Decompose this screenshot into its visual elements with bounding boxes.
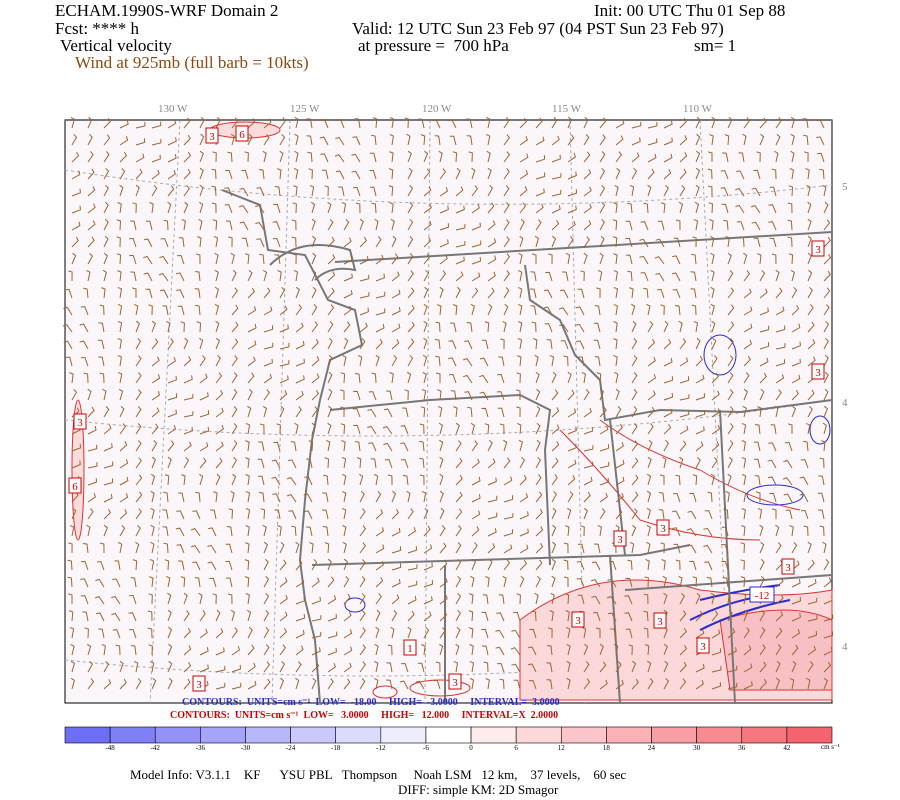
contour-label: 6 bbox=[239, 129, 245, 141]
colorbar-cell bbox=[380, 726, 427, 744]
valid-time: Valid: 12 UTC Sun 23 Feb 97 (04 PST Sun … bbox=[352, 19, 724, 38]
title: ECHAM.1990S-WRF Domain 2 bbox=[55, 1, 278, 20]
contour-label: 3 bbox=[815, 367, 821, 379]
colorbar-cell bbox=[335, 726, 382, 744]
colorbar-cell bbox=[290, 726, 337, 744]
longitude-label: 120 W bbox=[422, 103, 452, 115]
longitude-label: 110 W bbox=[683, 103, 713, 115]
wind-barbs bbox=[62, 116, 834, 690]
contour-label-box bbox=[571, 611, 585, 628]
contour-label: 3 bbox=[657, 616, 663, 628]
colorbar-tick-label: -12 bbox=[376, 744, 386, 752]
contour-label: 3 bbox=[196, 679, 202, 691]
pressure-level: at pressure = 700 hPa bbox=[358, 36, 509, 55]
contour-label-box bbox=[448, 673, 462, 690]
colorbar-tick-label: 42 bbox=[783, 744, 791, 752]
contour-label: 3 bbox=[700, 641, 706, 653]
contour-label-box bbox=[613, 530, 627, 547]
field: Vertical velocity bbox=[60, 36, 172, 55]
negative-contour-info: CONTOURS: UNITS=cm s⁻¹ LOW= -18.00 HIGH=… bbox=[182, 697, 560, 708]
colorbar-cell bbox=[200, 726, 246, 744]
colorbar-cell bbox=[696, 726, 743, 744]
contour-label: 1 bbox=[407, 643, 413, 655]
colorbar-cell bbox=[741, 726, 788, 744]
colorbar-cell bbox=[515, 726, 562, 744]
contour-labels: 3 6 3 3 6 3 3 3 -12 3 3 1 3 3 3 3 bbox=[68, 125, 825, 692]
colorbar-tick-label: -24 bbox=[286, 744, 296, 752]
model-info: Model Info: V3.1.1 KF YSU PBL Thompson N… bbox=[130, 767, 626, 782]
longitude-label: 125 W bbox=[290, 103, 320, 115]
colorbar: -48 -42 -36 -30 -24 -18 -12 -6 0 6 12 18 24 30 36 42 bbox=[64, 726, 833, 752]
contour-label: 3 bbox=[785, 562, 791, 574]
positive-contour-info: CONTOURS: UNITS=cm s⁻¹ LOW= 3.0000 HIGH=… bbox=[170, 710, 558, 721]
contour-label: 3 bbox=[660, 523, 666, 535]
contour-areas bbox=[71, 121, 833, 701]
latitude-label: 4 bbox=[842, 397, 848, 409]
colorbar-cell bbox=[606, 726, 652, 744]
longitude-label: 130 W bbox=[158, 103, 188, 115]
contour-label-box bbox=[781, 558, 795, 575]
wind-note: Wind at 925mb (full barb = 10kts) bbox=[75, 53, 309, 72]
colorbar-tick-label: 6 bbox=[514, 744, 518, 752]
contour-label-box bbox=[811, 363, 825, 380]
colorbar-tick-label: -18 bbox=[331, 744, 341, 752]
longitude-label: 115 W bbox=[552, 103, 582, 115]
colorbar-tick-label: 24 bbox=[648, 744, 656, 752]
contour-label: 3 bbox=[452, 677, 458, 689]
colorbar-tick-label: 36 bbox=[738, 744, 746, 752]
colorbar-cell bbox=[245, 726, 291, 744]
colorbar-cell bbox=[154, 726, 201, 744]
colorbar-tick-label: -36 bbox=[196, 744, 206, 752]
colorbar-tick-label: -48 bbox=[105, 744, 115, 752]
contour-label: 3 bbox=[575, 615, 581, 627]
contour-label-box bbox=[811, 240, 825, 257]
contour-label: 3 bbox=[209, 131, 215, 143]
contour-label: 3 bbox=[617, 534, 623, 546]
forecast: Fcst: **** h bbox=[55, 19, 140, 38]
colorbar-cell bbox=[786, 726, 833, 744]
contour-label: 6 bbox=[72, 481, 78, 493]
colorbar-tick-label: -6 bbox=[423, 744, 429, 752]
contour-label-box bbox=[235, 125, 249, 142]
barb-field bbox=[62, 116, 834, 690]
contour-label-box bbox=[68, 477, 82, 494]
diffusion-info: DIFF: simple KM: 2D Smagor bbox=[398, 782, 559, 797]
contour-label-box bbox=[205, 127, 219, 144]
colorbar-cell bbox=[109, 726, 156, 744]
colorbar-cell bbox=[560, 726, 607, 744]
colorbar-cell bbox=[470, 726, 517, 744]
colorbar-tick-label: 12 bbox=[558, 744, 566, 752]
init-time: Init: 00 UTC Thu 01 Sep 88 bbox=[594, 1, 785, 20]
contour-label-box bbox=[403, 639, 417, 656]
contour-label-box bbox=[653, 612, 667, 629]
colorbar-tick-label: 0 bbox=[469, 744, 473, 752]
contour-label: 3 bbox=[815, 244, 821, 256]
latitude-label: 4 bbox=[842, 641, 848, 653]
contour-label-box bbox=[192, 675, 206, 692]
contour-label-box bbox=[656, 519, 670, 536]
contour-label-box bbox=[696, 637, 710, 654]
contour-label-box bbox=[749, 586, 775, 603]
contour-label: -12 bbox=[755, 590, 770, 602]
contour-label-box bbox=[73, 413, 87, 430]
colorbar-tick-label: -30 bbox=[241, 744, 251, 752]
colorbar-unit: cm s⁻¹ bbox=[821, 743, 840, 751]
colorbar-tick-label: 30 bbox=[693, 744, 701, 752]
smoothing: sm= 1 bbox=[694, 36, 736, 55]
contour-label: 3 bbox=[77, 417, 83, 429]
colorbar-tick-label: -42 bbox=[151, 744, 161, 752]
colorbar-cell bbox=[64, 726, 111, 744]
colorbar-cell bbox=[425, 726, 472, 744]
colorbar-tick-label: 18 bbox=[603, 744, 611, 752]
colorbar-cell bbox=[651, 726, 697, 744]
latitude-label: 5 bbox=[842, 181, 848, 193]
